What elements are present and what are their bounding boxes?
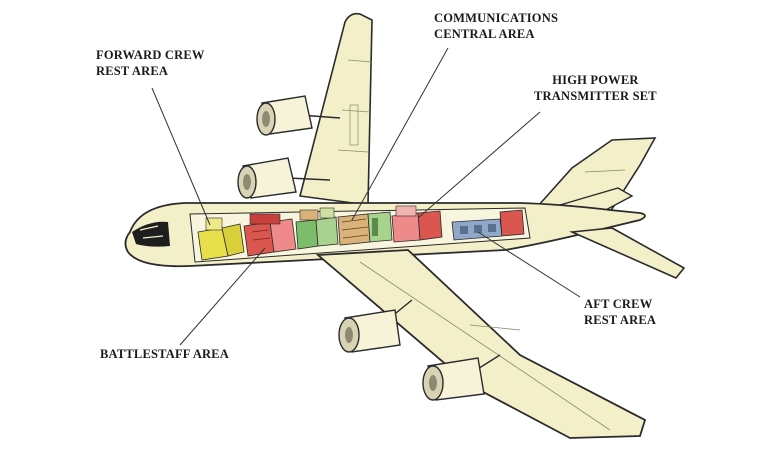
label-communications-central-line-1: COMMUNICATIONS [434, 11, 559, 25]
leader-battlestaff [179, 247, 266, 346]
label-communications-central: COMMUNICATIONS CENTRAL AREA [434, 10, 558, 42]
forward-crew-rest-compartment [197, 217, 245, 261]
cockpit-windows [132, 221, 170, 247]
label-high-power-transmitter-line-2: TRANSMITTER SET [534, 89, 657, 103]
leader-high-power-transmitter [417, 111, 541, 219]
aft-crew-rest-compartment [451, 209, 525, 241]
leader-communications-central [351, 47, 449, 221]
leader-forward-crew-rest [151, 87, 211, 226]
label-battlestaff-line-1: BATTLESTAFF AREA [100, 347, 230, 361]
high-power-transmitter-compartment [391, 205, 443, 243]
label-forward-crew-rest-line-1: FORWARD CREW [96, 48, 205, 62]
label-forward-crew-rest: FORWARD CREW REST AREA [96, 47, 205, 79]
lower-horizontal-stabilizer [568, 227, 686, 279]
upper-engine-outer [256, 95, 341, 136]
upper-engine-inner [237, 157, 331, 199]
label-communications-central-line-2: CENTRAL AREA [434, 27, 535, 41]
leader-aft-crew-rest [477, 231, 581, 298]
lower-engine-outer [422, 354, 501, 401]
label-forward-crew-rest-line-2: REST AREA [96, 64, 169, 78]
communications-central-compartment [337, 211, 393, 246]
label-aft-crew-rest: AFT CREW REST AREA [584, 296, 656, 328]
label-aft-crew-rest-line-2: REST AREA [584, 313, 657, 327]
mid-cabin-compartments [295, 207, 339, 250]
label-high-power-transmitter-line-1: HIGH POWER [552, 73, 639, 87]
label-battlestaff: BATTLESTAFF AREA [100, 346, 229, 362]
label-high-power-transmitter: HIGH POWER TRANSMITTER SET [534, 72, 657, 104]
label-aft-crew-rest-line-1: AFT CREW [584, 297, 653, 311]
leader-lines [151, 47, 581, 346]
lower-engine-inner [338, 299, 413, 353]
upper-wing [298, 12, 373, 206]
battlestaff-compartment [243, 213, 297, 257]
